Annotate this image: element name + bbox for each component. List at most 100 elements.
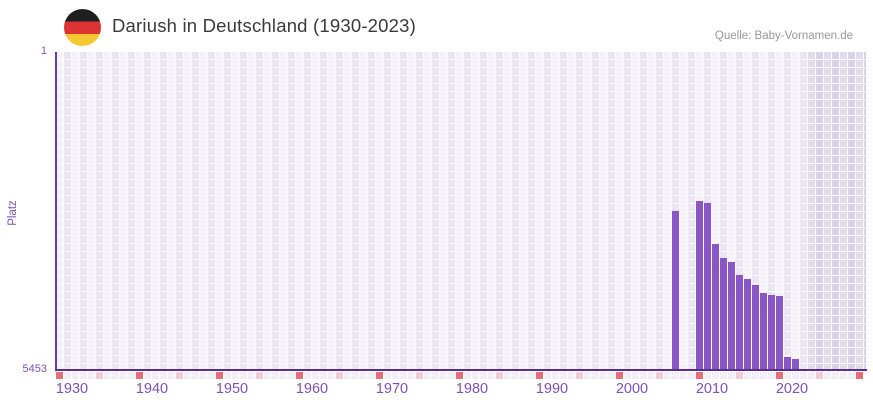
year-marker-1962: [312, 372, 319, 379]
year-marker-1946: [184, 372, 191, 379]
year-marker-1967: [352, 372, 359, 379]
year-marker-1953: [240, 372, 247, 379]
year-marker-1944: [168, 372, 175, 379]
bar-2018: [760, 293, 767, 370]
year-marker-1949: [208, 372, 215, 379]
year-marker-1997: [592, 372, 599, 379]
year-marker-1955: [256, 372, 263, 379]
year-marker-2007: [672, 372, 679, 379]
year-marker-2026: [824, 372, 831, 379]
x-tick-label-2010: 2010: [695, 381, 729, 397]
year-marker-1983: [480, 372, 487, 379]
decade-marker-1980: [456, 372, 463, 379]
year-marker-1957: [272, 372, 279, 379]
year-marker-1971: [384, 372, 391, 379]
year-marker-1963: [320, 372, 327, 379]
year-marker-2005: [656, 372, 663, 379]
out-of-range-band: [808, 52, 866, 370]
year-marker-2004: [648, 372, 655, 379]
germany-flag-icon: [64, 9, 101, 46]
x-tick-label-2020: 2020: [775, 381, 809, 397]
year-marker-2025: [816, 372, 823, 379]
year-marker-2009: [688, 372, 695, 379]
year-marker-1972: [392, 372, 399, 379]
year-marker-1993: [560, 372, 567, 379]
decade-marker-2030: [856, 372, 863, 379]
year-marker-1975: [416, 372, 423, 379]
decade-marker-1940: [136, 372, 143, 379]
bar-2013: [720, 258, 727, 370]
year-marker-2023: [800, 372, 807, 379]
year-marker-1976: [424, 372, 431, 379]
year-marker-1943: [160, 372, 167, 379]
year-marker-2003: [640, 372, 647, 379]
year-marker-2002: [632, 372, 639, 379]
year-marker-1966: [344, 372, 351, 379]
decade-marker-2010: [696, 372, 703, 379]
year-marker-1974: [408, 372, 415, 379]
x-tick-label-1940: 1940: [135, 381, 169, 397]
x-tick-label-1990: 1990: [535, 381, 569, 397]
bar-2020: [776, 295, 783, 370]
decade-marker-1930: [56, 372, 63, 379]
year-marker-1969: [368, 372, 375, 379]
year-marker-1988: [520, 372, 527, 379]
decade-marker-2000: [616, 372, 623, 379]
year-marker-2024: [808, 372, 815, 379]
x-tick-label-1950: 1950: [215, 381, 249, 397]
year-marker-1999: [608, 372, 615, 379]
year-marker-1937: [112, 372, 119, 379]
decade-marker-1950: [216, 372, 223, 379]
year-marker-1973: [400, 372, 407, 379]
x-tick-labels: 1930 1940 1950 1960 1970 1980 1990 2000 2010 2020: [0, 381, 873, 399]
year-marker-1933: [80, 372, 87, 379]
year-marker-2018: [760, 372, 767, 379]
year-marker-2012: [712, 372, 719, 379]
year-marker-1935: [96, 372, 103, 379]
x-tick-label-1970: 1970: [375, 381, 409, 397]
year-marker-1961: [304, 372, 311, 379]
y-tick-bottom: 5453: [22, 363, 47, 375]
year-marker-2028: [840, 372, 847, 379]
year-marker-1939: [128, 372, 135, 379]
year-marker-2013: [720, 372, 727, 379]
year-marker-1942: [152, 372, 159, 379]
year-marker-2014: [728, 372, 735, 379]
year-marker-1954: [248, 372, 255, 379]
bar-2016: [744, 279, 751, 370]
x-tick-label-1930: 1930: [55, 381, 89, 397]
year-marker-1936: [104, 372, 111, 379]
bar-2015: [736, 274, 743, 370]
year-marker-1931: [64, 372, 71, 379]
decade-marker-row: [56, 372, 866, 379]
decade-marker-1970: [376, 372, 383, 379]
bar-2017: [752, 284, 759, 370]
year-marker-2011: [704, 372, 711, 379]
year-marker-2027: [832, 372, 839, 379]
plot-area: [56, 52, 866, 370]
year-marker-1986: [504, 372, 511, 379]
year-marker-1934: [88, 372, 95, 379]
y-tick-top: 1: [40, 45, 47, 57]
year-marker-1978: [440, 372, 447, 379]
bars-layer: [56, 52, 866, 370]
year-marker-1979: [448, 372, 455, 379]
y-axis-title: Platz: [7, 200, 19, 226]
year-marker-1947: [192, 372, 199, 379]
bar-2021: [784, 356, 791, 370]
x-tick-label-1960: 1960: [295, 381, 329, 397]
year-marker-1958: [280, 372, 287, 379]
year-marker-2008: [680, 372, 687, 379]
year-marker-1948: [200, 372, 207, 379]
year-marker-2021: [784, 372, 791, 379]
chart-title: Dariush in Deutschland (1930-2023): [112, 15, 417, 36]
bar-2014: [728, 261, 735, 370]
bar-2010: [696, 201, 703, 370]
year-marker-2017: [752, 372, 759, 379]
year-marker-2029: [848, 372, 855, 379]
year-marker-2006: [664, 372, 671, 379]
year-marker-2016: [744, 372, 751, 379]
year-marker-1968: [360, 372, 367, 379]
year-marker-1981: [464, 372, 471, 379]
bar-2007: [672, 211, 679, 370]
